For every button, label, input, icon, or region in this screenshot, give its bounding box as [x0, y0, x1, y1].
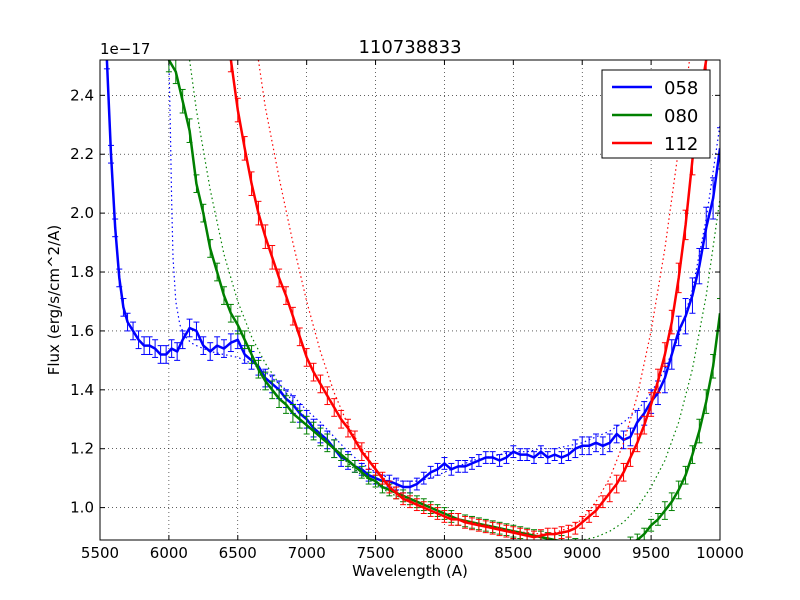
x-tick-label: 9000 — [563, 544, 601, 562]
series-080-error-bar — [572, 538, 579, 540]
x-tick-label: 10000 — [696, 544, 744, 562]
y-tick-label: 1.2 — [70, 440, 94, 458]
legend-label: 080 — [664, 106, 698, 127]
legend: 058 080 112 — [601, 69, 711, 159]
y-tick-labels: 1.0 1.2 1.4 1.6 1.8 2.0 2.2 2.4 — [70, 86, 94, 516]
x-tick-label: 6500 — [219, 544, 257, 562]
legend-item-058: 058 — [612, 78, 698, 99]
series-layer — [103, 60, 720, 540]
y-offset-label: 1e−17 — [100, 40, 150, 58]
x-tick-label: 7500 — [356, 544, 394, 562]
legend-item-080: 080 — [612, 106, 698, 127]
y-tick-label: 2.4 — [70, 86, 94, 104]
legend-item-112: 112 — [612, 134, 698, 155]
x-tick-label: 7000 — [288, 544, 326, 562]
x-axis-title: Wavelength (A) — [352, 562, 468, 580]
y-tick-label: 1.6 — [70, 322, 94, 340]
y-tick-label: 1.0 — [70, 499, 94, 517]
x-tick-labels: 5500 6000 6500 7000 7500 8000 8500 9000 9500 1000… — [81, 544, 744, 562]
series-080-error-bar — [627, 536, 634, 540]
series-112-line — [229, 60, 708, 539]
y-tick-label: 1.8 — [70, 263, 94, 281]
legend-label: 058 — [664, 78, 698, 99]
series-058-line — [105, 60, 720, 489]
y-tick-label: 1.4 — [70, 381, 94, 399]
y-tick-label: 2.0 — [70, 204, 94, 222]
axis-ticks — [99, 60, 721, 540]
series-080-error-bar — [634, 533, 641, 540]
x-tick-label: 6000 — [150, 544, 188, 562]
y-tick-label: 2.2 — [70, 145, 94, 163]
x-tick-label: 8000 — [425, 544, 463, 562]
x-tick-label: 8500 — [494, 544, 532, 562]
chart-title: 110738833 — [358, 37, 461, 58]
x-tick-label: 9500 — [632, 544, 670, 562]
legend-label: 112 — [664, 134, 698, 155]
plot-frame — [99, 59, 721, 541]
x-tick-label: 5500 — [81, 544, 119, 562]
y-axis-title: Flux (erg/s/cm^2/A) — [45, 225, 63, 376]
